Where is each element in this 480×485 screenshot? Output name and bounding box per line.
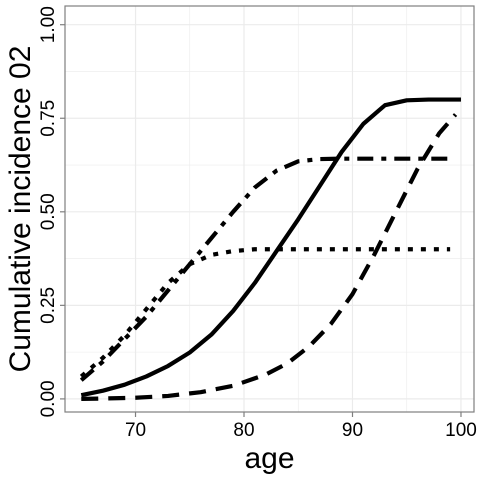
x-tick-label: 90: [342, 420, 363, 441]
x-tick-label: 100: [445, 420, 477, 441]
x-tick-label: 70: [125, 420, 146, 441]
y-axis: 0.00 0.25 0.50 0.75 1.00: [38, 6, 65, 417]
series-line-dashed: [81, 113, 458, 401]
x-axis: 70 80 90 100: [125, 412, 477, 441]
x-axis-title: age: [244, 442, 294, 475]
y-tick-label: 0.50: [38, 193, 59, 230]
grid-layer: [65, 6, 474, 412]
y-tick-label: 1.00: [38, 6, 59, 43]
series-layer: [79, 97, 461, 401]
y-tick-label: 0.75: [38, 100, 59, 137]
y-tick-label: 0.25: [38, 287, 59, 324]
panel-border: [64, 5, 475, 413]
y-tick-label: 0.00: [38, 380, 59, 417]
x-tick-label: 80: [233, 420, 254, 441]
series-line-solid: [80, 97, 461, 398]
series-line-dashdot: [79, 156, 451, 382]
y-axis-title: Cumulative incidence 02: [4, 46, 37, 373]
